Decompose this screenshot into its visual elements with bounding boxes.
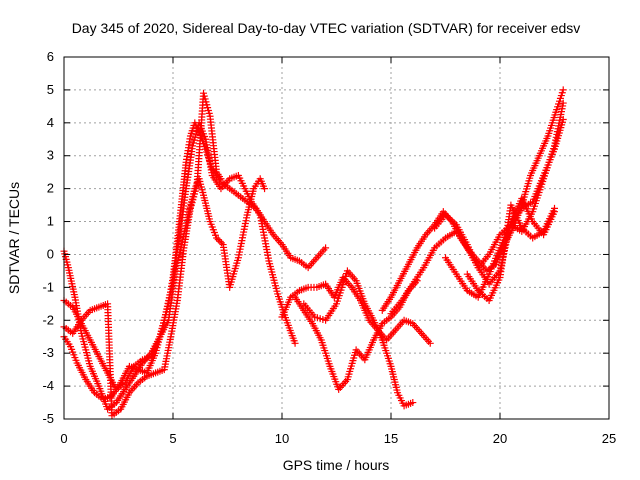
y-tick-label: -4 xyxy=(42,378,54,393)
data-point-marker xyxy=(409,399,417,407)
data-point-marker xyxy=(218,239,226,247)
y-tick-label: 4 xyxy=(47,115,54,130)
data-point-marker xyxy=(216,237,224,245)
series-layer xyxy=(60,86,567,420)
data-point-marker xyxy=(426,339,434,347)
data-point-marker xyxy=(551,204,558,212)
x-tick-label: 0 xyxy=(60,431,67,446)
y-tick-label: -2 xyxy=(42,312,54,327)
data-point-marker xyxy=(559,116,567,124)
data-point-marker xyxy=(559,86,567,94)
y-axis-label: SDTVAR / TECUs xyxy=(6,182,22,294)
y-tick-label: -5 xyxy=(42,411,54,426)
data-point-marker xyxy=(322,244,330,252)
series-trace-7 xyxy=(300,267,417,410)
tick-labels: 0 5 10 15 20 25 -5 -4 -3 -2 -1 0 1 2 3 4 5 6 xyxy=(42,49,616,446)
series-trace-12 xyxy=(463,201,558,305)
x-tick-label: 10 xyxy=(275,431,289,446)
x-tick-label: 20 xyxy=(493,431,507,446)
y-tick-label: -3 xyxy=(42,345,54,360)
y-tick-label: 1 xyxy=(47,214,54,229)
y-tick-label: 2 xyxy=(47,181,54,196)
data-point-marker xyxy=(261,185,269,193)
data-point-marker xyxy=(213,234,221,242)
y-tick-label: 0 xyxy=(47,246,54,261)
data-point-marker xyxy=(214,236,222,244)
x-tick-label: 5 xyxy=(169,431,176,446)
plot-frame xyxy=(63,56,610,420)
y-tick-label: 5 xyxy=(47,82,54,97)
x-tick-label: 15 xyxy=(384,431,398,446)
y-tick-label: 3 xyxy=(47,148,54,163)
data-point-marker xyxy=(291,339,299,347)
y-tick-label: 6 xyxy=(47,49,54,64)
x-tick-label: 25 xyxy=(602,431,616,446)
x-axis-label: GPS time / hours xyxy=(283,457,390,473)
y-tick-label: -1 xyxy=(42,279,54,294)
data-point-marker xyxy=(559,99,567,107)
series-trace-4 xyxy=(60,89,225,420)
chart-title: Day 345 of 2020, Sidereal Day-to-day VTE… xyxy=(72,20,581,36)
data-point-marker xyxy=(217,175,225,183)
axis-ticks xyxy=(63,56,610,420)
